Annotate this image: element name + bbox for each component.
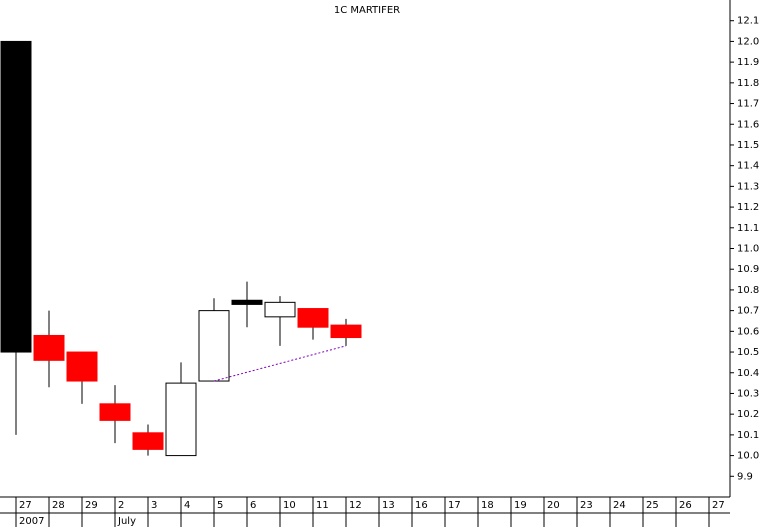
x-tick-label: 24 — [613, 500, 626, 511]
y-tick-label: 11.7 — [737, 99, 759, 110]
x-tick-label: 10 — [283, 500, 296, 511]
x-tick-label: 5 — [217, 500, 223, 511]
x-tick-label: 2 — [118, 500, 124, 511]
x-tick-label: 3 — [151, 500, 157, 511]
period-label: July — [117, 516, 136, 527]
candle-body — [165, 382, 197, 457]
x-tick-label: 28 — [52, 500, 65, 511]
x-tick-label: 11 — [316, 500, 329, 511]
x-tick-label: 6 — [250, 500, 256, 511]
y-tick-label: 9.9 — [737, 471, 753, 482]
x-tick-label: 20 — [547, 500, 560, 511]
x-tick-label: 27 — [712, 500, 725, 511]
y-tick-label: 10.7 — [737, 306, 759, 317]
chart-title: 1C MARTIFER — [334, 5, 400, 16]
x-tick-label: 26 — [679, 500, 692, 511]
y-tick-label: 11.5 — [737, 140, 759, 151]
x-tick-label: 27 — [19, 500, 32, 511]
candle-body — [0, 40, 32, 353]
y-tick-label: 10.5 — [737, 347, 759, 358]
x-tick-label: 12 — [349, 500, 362, 511]
x-tick-label: 23 — [580, 500, 593, 511]
y-tick-label: 11.0 — [737, 244, 759, 255]
candle-body — [330, 324, 362, 339]
y-tick-label: 11.1 — [737, 223, 759, 234]
x-tick-label: 19 — [514, 500, 527, 511]
y-tick-label: 11.8 — [737, 78, 759, 89]
candle-body — [198, 310, 230, 382]
y-tick-label: 10.0 — [737, 451, 759, 462]
x-tick-label: 16 — [415, 500, 428, 511]
candle-body — [99, 403, 131, 421]
y-tick-label: 10.4 — [737, 368, 759, 379]
y-tick-label: 10.6 — [737, 326, 759, 337]
candle-body — [33, 334, 65, 361]
x-tick-label: 13 — [382, 500, 395, 511]
y-tick-label: 10.3 — [737, 388, 759, 399]
y-tick-label: 12.1 — [737, 16, 759, 27]
x-tick-label: 18 — [481, 500, 494, 511]
candle-body — [231, 299, 263, 305]
y-tick-label: 10.2 — [737, 409, 759, 420]
y-tick-label: 11.3 — [737, 181, 759, 192]
x-tick-label: 4 — [184, 500, 190, 511]
candle-body — [264, 301, 296, 318]
y-tick-label: 10.1 — [737, 430, 759, 441]
candle-body — [297, 308, 329, 328]
y-tick-label: 12.0 — [737, 36, 759, 47]
x-tick-label: 29 — [85, 500, 98, 511]
y-tick-label: 10.9 — [737, 264, 759, 275]
candle-body — [132, 432, 164, 450]
y-tick-label: 10.8 — [737, 285, 759, 296]
y-tick-label: 11.2 — [737, 202, 759, 213]
x-tick-label: 17 — [448, 500, 461, 511]
period-label: 2007 — [19, 516, 44, 527]
trendline — [213, 345, 347, 382]
y-tick-label: 11.4 — [737, 161, 759, 172]
x-tick-label: 25 — [646, 500, 659, 511]
y-tick-label: 11.9 — [737, 57, 759, 68]
candle-body — [66, 351, 98, 382]
y-tick-label: 11.6 — [737, 119, 759, 130]
